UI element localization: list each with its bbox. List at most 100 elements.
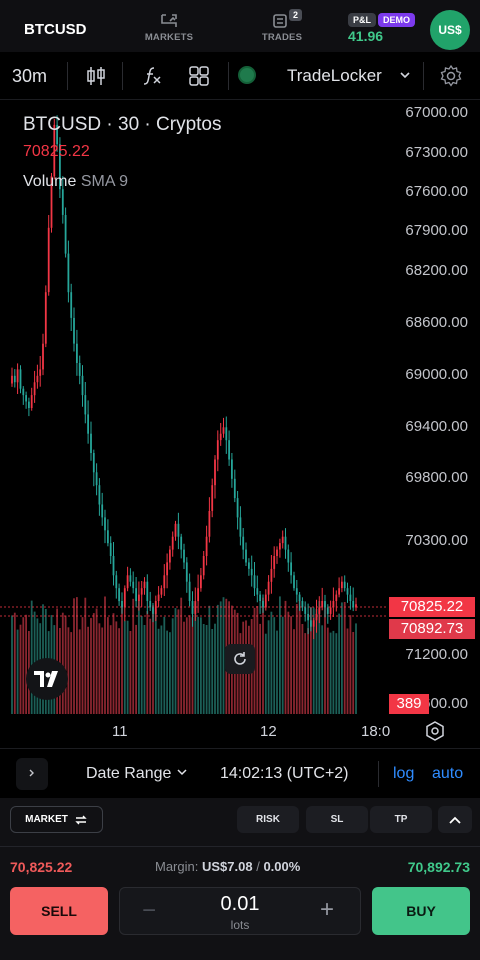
bid-price: 70,825.22 xyxy=(10,859,72,875)
price-scale-label: 69400.00 xyxy=(405,418,468,435)
settings-gear-icon[interactable] xyxy=(439,64,463,88)
date-range-label: Date Range xyxy=(86,765,171,782)
candle-body xyxy=(327,608,329,614)
broker-selector[interactable]: TradeLocker xyxy=(287,66,382,86)
volume-bar xyxy=(25,615,27,714)
candle-body xyxy=(138,595,140,601)
candle-body xyxy=(341,582,343,588)
candle-body xyxy=(22,389,24,395)
candle-body xyxy=(197,588,199,601)
volume-bar xyxy=(279,596,281,714)
stop-loss-button[interactable]: SL xyxy=(306,806,368,833)
candle-body xyxy=(211,485,213,511)
time-axis-label: 18:0 xyxy=(361,723,390,740)
candle-body xyxy=(287,550,289,563)
account-avatar[interactable]: US$ xyxy=(430,10,470,50)
volume-bar xyxy=(285,601,287,714)
chevron-down-icon[interactable] xyxy=(398,68,412,82)
collapse-panel-button[interactable] xyxy=(438,806,472,833)
expand-button[interactable] xyxy=(16,758,48,790)
candle-body xyxy=(37,376,39,382)
volume-bar xyxy=(355,623,357,714)
candle-body xyxy=(285,537,287,550)
buy-button[interactable]: BUY xyxy=(372,887,470,935)
candle-body xyxy=(127,575,129,588)
candle-body xyxy=(206,537,208,556)
price-scale-label: 70300.00 xyxy=(405,532,468,549)
volume-bar xyxy=(70,632,72,714)
candle-body xyxy=(39,369,41,375)
volume-bar xyxy=(65,616,67,715)
candle-body xyxy=(107,530,109,543)
symbol-title[interactable]: BTCUSD xyxy=(24,21,87,38)
margin-info: Margin: US$7.08 / 0.00% xyxy=(155,859,300,874)
candle-body xyxy=(20,369,22,388)
candle-body xyxy=(310,620,312,626)
ask-price: 70,892.73 xyxy=(408,859,470,875)
volume-bar xyxy=(206,625,208,714)
date-range-selector[interactable]: Date Range xyxy=(86,765,188,783)
volume-bar xyxy=(155,609,157,714)
volume-bar xyxy=(141,616,143,714)
candle-body xyxy=(48,228,50,292)
candle-body xyxy=(231,460,233,479)
volume-bar xyxy=(344,602,346,714)
chart-settings-icon[interactable] xyxy=(424,720,446,742)
candle-body xyxy=(223,427,225,433)
reset-chart-button[interactable] xyxy=(225,644,255,674)
increase-quantity-button[interactable]: + xyxy=(320,896,334,924)
volume-bar xyxy=(93,613,95,714)
candle-body xyxy=(149,601,151,607)
candle-body xyxy=(14,376,16,382)
candle-body xyxy=(70,292,72,318)
candles-icon[interactable] xyxy=(84,64,108,88)
auto-scale-toggle[interactable]: auto xyxy=(432,765,463,783)
log-scale-toggle[interactable]: log xyxy=(393,765,414,783)
take-profit-button[interactable]: TP xyxy=(370,806,432,833)
order-type-button[interactable]: MARKET xyxy=(10,806,103,833)
volume-bar xyxy=(330,633,332,714)
candle-body xyxy=(175,524,177,537)
interval-selector[interactable]: 30m xyxy=(12,66,47,87)
candle-body xyxy=(321,601,323,607)
order-type-label: MARKET xyxy=(25,814,68,825)
volume-bar xyxy=(276,631,278,714)
margin-separator: / xyxy=(256,859,260,874)
candle-body xyxy=(17,369,19,382)
candle-body xyxy=(242,537,244,550)
toolbar-divider xyxy=(67,62,68,90)
candle-body xyxy=(352,601,354,607)
timezone-clock[interactable]: 14:02:13 (UTC+2) xyxy=(220,765,349,783)
volume-bar xyxy=(321,625,323,714)
indicators-icon[interactable] xyxy=(140,64,164,88)
time-axis-label: 12 xyxy=(260,723,277,740)
candle-body xyxy=(259,595,261,601)
volume-bar xyxy=(163,617,165,714)
volume-bar xyxy=(130,631,132,714)
candle-body xyxy=(158,595,160,601)
pnl-badges: P&L DEMO xyxy=(348,10,415,28)
candle-body xyxy=(189,582,191,601)
price-scale-label: 67000.00 xyxy=(405,104,468,121)
price-scale-label: 67300.00 xyxy=(405,144,468,161)
nav-trades[interactable]: 2 TRADES xyxy=(242,12,322,43)
candle-body xyxy=(304,608,306,614)
volume-bar xyxy=(296,604,298,714)
candle-body xyxy=(316,614,318,620)
volume-bar xyxy=(350,615,352,714)
volume-bar xyxy=(17,630,19,714)
candle-body xyxy=(110,543,112,556)
broker-status-icon xyxy=(238,66,256,84)
quantity-stepper[interactable]: − 0.01 lots + xyxy=(119,887,361,935)
risk-button[interactable]: RISK xyxy=(237,806,299,833)
tradingview-logo[interactable] xyxy=(26,658,68,700)
volume-bar xyxy=(214,624,216,714)
volume-bar xyxy=(90,618,92,714)
layouts-icon[interactable] xyxy=(187,64,211,88)
candle-body xyxy=(121,601,123,607)
sell-button[interactable]: SELL xyxy=(10,887,108,935)
volume-bar xyxy=(104,597,106,715)
candle-body xyxy=(203,556,205,575)
candle-body xyxy=(333,601,335,607)
nav-markets[interactable]: MARKETS xyxy=(129,12,209,43)
